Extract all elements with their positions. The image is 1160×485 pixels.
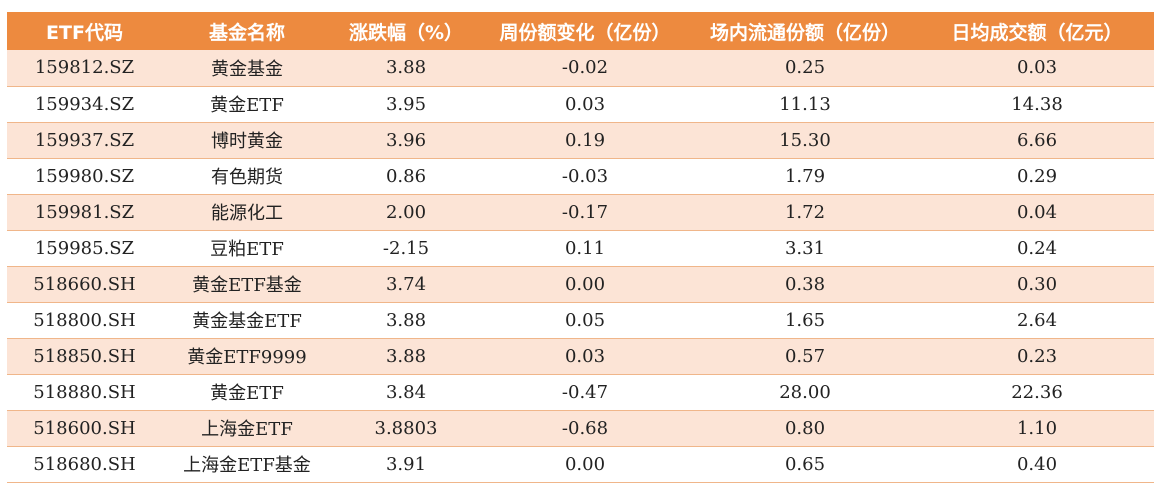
- cell-floating-shares: 15.30: [690, 122, 920, 159]
- cell-floating-shares: 1.79: [690, 158, 920, 195]
- cell-etf-code: 518600.SH: [7, 410, 162, 447]
- cell-change-pct: 3.74: [332, 266, 480, 303]
- cell-weekly-share-change: 0.03: [480, 86, 690, 123]
- cell-weekly-share-change: -0.47: [480, 374, 690, 411]
- table-row: 518880.SH 黄金ETF 3.84 -0.47 28.00 22.36: [7, 374, 1154, 411]
- table-row: 518660.SH 黄金ETF基金 3.74 0.00 0.38 0.30: [7, 266, 1154, 303]
- cell-weekly-share-change: 0.11: [480, 230, 690, 267]
- cell-etf-code: 518680.SH: [7, 446, 162, 483]
- cell-weekly-share-change: -0.03: [480, 158, 690, 195]
- cell-change-pct: 3.88: [332, 302, 480, 339]
- cell-change-pct: 3.88: [332, 338, 480, 375]
- cell-floating-shares: 28.00: [690, 374, 920, 411]
- cell-change-pct: 3.84: [332, 374, 480, 411]
- table-row: 159981.SZ 能源化工 2.00 -0.17 1.72 0.04: [7, 194, 1154, 231]
- header-change-pct: 涨跌幅（%）: [332, 12, 480, 50]
- cell-floating-shares: 0.65: [690, 446, 920, 483]
- cell-fund-name: 黄金ETF9999: [162, 338, 332, 375]
- table-row: 159985.SZ 豆粕ETF -2.15 0.11 3.31 0.24: [7, 230, 1154, 267]
- cell-etf-code: 518850.SH: [7, 338, 162, 375]
- header-etf-code: ETF代码: [7, 12, 162, 50]
- cell-floating-shares: 0.25: [690, 50, 920, 87]
- cell-fund-name: 上海金ETF基金: [162, 446, 332, 483]
- cell-fund-name: 黄金ETF: [162, 86, 332, 123]
- cell-change-pct: -2.15: [332, 230, 480, 267]
- cell-weekly-share-change: 0.03: [480, 338, 690, 375]
- cell-fund-name: 豆粕ETF: [162, 230, 332, 267]
- table-row: 518600.SH 上海金ETF 3.8803 -0.68 0.80 1.10: [7, 410, 1154, 447]
- cell-change-pct: 3.88: [332, 50, 480, 87]
- header-fund-name: 基金名称: [162, 12, 332, 50]
- cell-daily-turnover: 0.23: [920, 338, 1154, 375]
- cell-etf-code: 159981.SZ: [7, 194, 162, 231]
- cell-fund-name: 博时黄金: [162, 122, 332, 159]
- cell-daily-turnover: 0.04: [920, 194, 1154, 231]
- cell-floating-shares: 11.13: [690, 86, 920, 123]
- cell-fund-name: 黄金基金ETF: [162, 302, 332, 339]
- cell-floating-shares: 1.65: [690, 302, 920, 339]
- cell-weekly-share-change: 0.05: [480, 302, 690, 339]
- cell-etf-code: 159934.SZ: [7, 86, 162, 123]
- cell-floating-shares: 0.38: [690, 266, 920, 303]
- cell-daily-turnover: 14.38: [920, 86, 1154, 123]
- cell-daily-turnover: 0.40: [920, 446, 1154, 483]
- cell-daily-turnover: 2.64: [920, 302, 1154, 339]
- cell-fund-name: 黄金ETF基金: [162, 266, 332, 303]
- table-row: 159980.SZ 有色期货 0.86 -0.03 1.79 0.29: [7, 158, 1154, 195]
- cell-daily-turnover: 0.24: [920, 230, 1154, 267]
- table-header: ETF代码 基金名称 涨跌幅（%） 周份额变化（亿份） 场内流通份额（亿份） 日…: [7, 12, 1154, 50]
- header-floating-shares: 场内流通份额（亿份）: [690, 12, 920, 50]
- cell-change-pct: 3.91: [332, 446, 480, 483]
- cell-daily-turnover: 0.03: [920, 50, 1154, 87]
- table-row: 518850.SH 黄金ETF9999 3.88 0.03 0.57 0.23: [7, 338, 1154, 375]
- cell-fund-name: 上海金ETF: [162, 410, 332, 447]
- header-daily-turnover: 日均成交额（亿元）: [920, 12, 1154, 50]
- cell-weekly-share-change: 0.00: [480, 266, 690, 303]
- header-weekly-share-change: 周份额变化（亿份）: [480, 12, 690, 50]
- table-row: 159812.SZ 黄金基金 3.88 -0.02 0.25 0.03: [7, 50, 1154, 87]
- table-row: 159934.SZ 黄金ETF 3.95 0.03 11.13 14.38: [7, 86, 1154, 123]
- cell-daily-turnover: 1.10: [920, 410, 1154, 447]
- cell-etf-code: 518660.SH: [7, 266, 162, 303]
- cell-daily-turnover: 0.30: [920, 266, 1154, 303]
- cell-change-pct: 3.8803: [332, 410, 480, 447]
- etf-table-container: ETF代码 基金名称 涨跌幅（%） 周份额变化（亿份） 场内流通份额（亿份） 日…: [7, 12, 1154, 483]
- cell-weekly-share-change: -0.17: [480, 194, 690, 231]
- cell-etf-code: 518800.SH: [7, 302, 162, 339]
- cell-etf-code: 518880.SH: [7, 374, 162, 411]
- cell-floating-shares: 1.72: [690, 194, 920, 231]
- table-body: 159812.SZ 黄金基金 3.88 -0.02 0.25 0.03 1599…: [7, 50, 1154, 483]
- cell-etf-code: 159985.SZ: [7, 230, 162, 267]
- etf-table: ETF代码 基金名称 涨跌幅（%） 周份额变化（亿份） 场内流通份额（亿份） 日…: [7, 12, 1154, 483]
- cell-change-pct: 0.86: [332, 158, 480, 195]
- cell-floating-shares: 0.57: [690, 338, 920, 375]
- cell-floating-shares: 0.80: [690, 410, 920, 447]
- cell-weekly-share-change: -0.68: [480, 410, 690, 447]
- cell-floating-shares: 3.31: [690, 230, 920, 267]
- table-row: 518800.SH 黄金基金ETF 3.88 0.05 1.65 2.64: [7, 302, 1154, 339]
- cell-weekly-share-change: -0.02: [480, 50, 690, 87]
- cell-change-pct: 3.95: [332, 86, 480, 123]
- header-row: ETF代码 基金名称 涨跌幅（%） 周份额变化（亿份） 场内流通份额（亿份） 日…: [7, 12, 1154, 50]
- cell-change-pct: 2.00: [332, 194, 480, 231]
- cell-daily-turnover: 0.29: [920, 158, 1154, 195]
- cell-daily-turnover: 22.36: [920, 374, 1154, 411]
- cell-fund-name: 黄金基金: [162, 50, 332, 87]
- cell-daily-turnover: 6.66: [920, 122, 1154, 159]
- cell-etf-code: 159937.SZ: [7, 122, 162, 159]
- cell-fund-name: 有色期货: [162, 158, 332, 195]
- cell-weekly-share-change: 0.19: [480, 122, 690, 159]
- cell-weekly-share-change: 0.00: [480, 446, 690, 483]
- cell-change-pct: 3.96: [332, 122, 480, 159]
- table-row: 518680.SH 上海金ETF基金 3.91 0.00 0.65 0.40: [7, 446, 1154, 483]
- cell-etf-code: 159812.SZ: [7, 50, 162, 87]
- cell-fund-name: 能源化工: [162, 194, 332, 231]
- cell-etf-code: 159980.SZ: [7, 158, 162, 195]
- cell-fund-name: 黄金ETF: [162, 374, 332, 411]
- table-row: 159937.SZ 博时黄金 3.96 0.19 15.30 6.66: [7, 122, 1154, 159]
